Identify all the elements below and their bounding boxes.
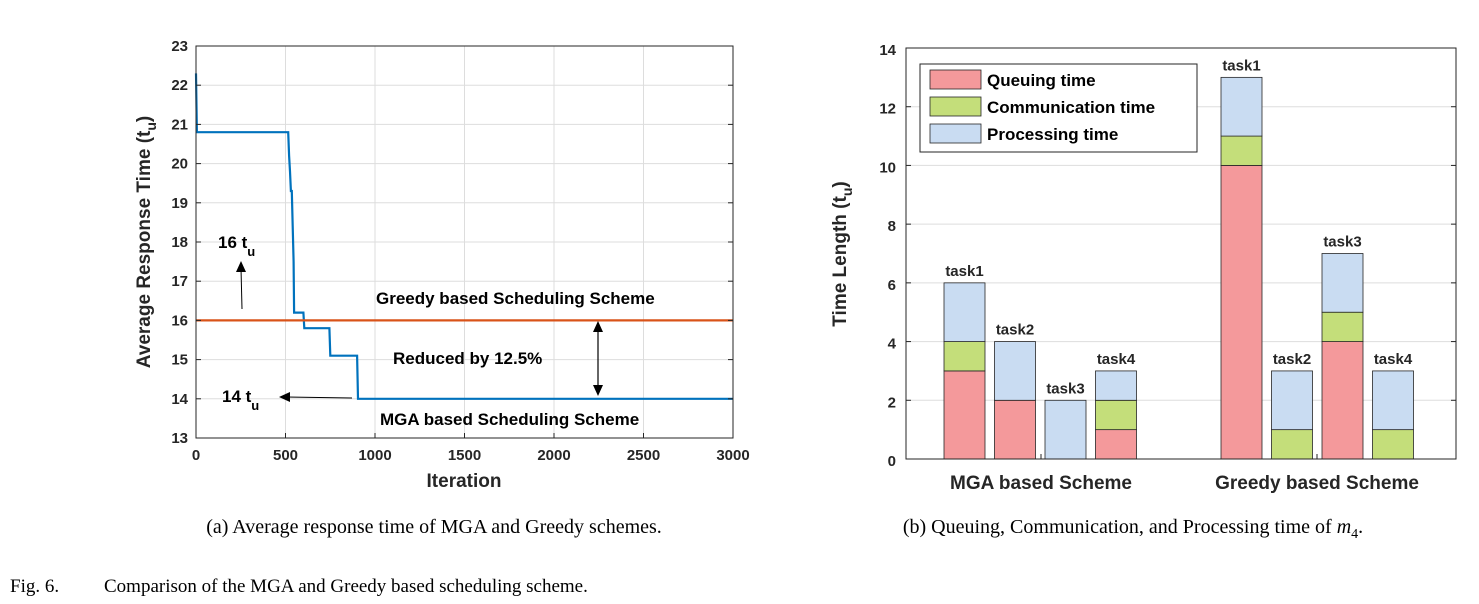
a-x-tick-label: 1500 — [448, 447, 481, 464]
chart-b: task1 task2 task3 task4 task1 task2 task3 task4… — [830, 42, 1457, 542]
b-bar-queuing-segment — [943, 370, 986, 460]
b-bar-communication-segment — [1321, 311, 1364, 342]
a-reduction-arrow-up — [593, 321, 603, 332]
legend-swatch-communication — [929, 96, 982, 117]
a-y-tick-label: 21 — [171, 116, 188, 133]
b-y-axis-label: Time Length (tu) — [830, 181, 855, 326]
b-bar-label: task2 — [996, 322, 1034, 339]
b-y-tick-label: 10 — [879, 159, 896, 176]
b-y-tick-label: 6 — [888, 277, 896, 294]
figure-caption-text: Comparison of the MGA and Greedy based s… — [104, 576, 588, 597]
b-legend: Queuing time Communication time Processi… — [919, 63, 1198, 153]
b-group-label-greedy: Greedy based Scheme — [1215, 473, 1419, 494]
a-reduction-label: Reduced by 12.5% — [393, 349, 542, 368]
b-bar-processing-segment — [1095, 370, 1137, 401]
b-bar-label: task4 — [1097, 351, 1136, 368]
a-lines — [194, 73, 733, 400]
a-y-tick-label: 19 — [171, 195, 188, 212]
b-y-tick-label: 4 — [888, 336, 897, 353]
b-bar-processing-segment — [994, 341, 1036, 401]
legend-swatch-processing — [929, 123, 982, 144]
b-group-label-mga: MGA based Scheme — [950, 473, 1132, 494]
b-bar-queuing-segment — [1220, 165, 1263, 460]
a-x-axis-label: Iteration — [427, 471, 502, 492]
b-bar-communication-segment — [1372, 429, 1414, 460]
b-bar-label: task1 — [1222, 57, 1260, 74]
a-mga-level-label: 14 tu — [222, 387, 259, 413]
a-y-axis-label: Average Response Time (tu) — [134, 116, 159, 368]
a-greedy-arrow-head — [236, 261, 246, 272]
b-y-tick-label: 12 — [879, 101, 896, 118]
legend-label-communication: Communication time — [987, 98, 1155, 117]
b-bar-processing-segment — [1321, 253, 1364, 313]
a-series-line-mga — [194, 73, 733, 400]
b-bar-communication-segment — [1271, 429, 1313, 460]
a-grid — [195, 45, 734, 439]
a-x-tick-label: 2000 — [537, 447, 570, 464]
a-y-tick-label: 22 — [171, 77, 188, 94]
b-bar-label: task3 — [1323, 234, 1361, 251]
b-bar-label: task2 — [1273, 351, 1311, 368]
b-bar-queuing-segment — [1321, 341, 1364, 460]
legend-label-processing: Processing time — [987, 125, 1118, 144]
b-bar-label: task3 — [1046, 380, 1084, 397]
a-mga-label: MGA based Scheduling Scheme — [380, 410, 639, 429]
b-bar-processing-segment — [1271, 370, 1313, 431]
a-y-tick-label: 15 — [171, 352, 188, 369]
a-mga-arrow-line — [285, 396, 353, 399]
b-bar-communication-segment — [1220, 135, 1263, 166]
a-x-tick-label: 500 — [273, 447, 298, 464]
a-y-tick-label: 17 — [171, 273, 188, 290]
a-caption: (a) Average response time of MGA and Gre… — [206, 516, 662, 538]
b-bar-label: task1 — [945, 263, 983, 280]
a-reduction-arrow-down — [593, 385, 603, 396]
a-y-tick-label: 13 — [171, 430, 188, 447]
figure-label: Fig. 6. — [10, 576, 59, 597]
b-bar-queuing-segment — [1095, 429, 1137, 460]
b-ticks: 0 2 4 6 8 10 12 14 — [879, 42, 1456, 470]
b-bar-label: task4 — [1374, 351, 1413, 368]
b-bar-queuing-segment — [994, 399, 1036, 460]
b-y-tick-label: 14 — [879, 42, 896, 59]
a-mga-arrow-head — [279, 392, 290, 402]
b-bar-processing-segment — [1044, 399, 1087, 460]
b-y-tick-label: 2 — [888, 394, 896, 411]
b-y-tick-label: 0 — [888, 453, 896, 470]
chart-a: 0 500 1000 1500 2000 2500 3000 13 14 15 16 17 18 19 20… — [134, 38, 750, 538]
a-greedy-arrow-line — [240, 267, 243, 310]
a-x-tick-label: 2500 — [627, 447, 660, 464]
a-ticks: 0 500 1000 1500 2000 2500 3000 13 14 15 16 17 18 19 20… — [171, 38, 749, 464]
a-y-tick-label: 20 — [171, 156, 188, 173]
b-caption: (b) Queuing, Communication, and Processi… — [903, 516, 1363, 542]
a-y-tick-label: 18 — [171, 234, 188, 251]
legend-swatch-queuing — [929, 69, 982, 90]
a-y-tick-label: 16 — [171, 312, 188, 329]
b-bar-communication-segment — [943, 341, 986, 372]
b-plot-frame — [905, 47, 1457, 460]
b-bar-communication-segment — [1095, 399, 1137, 431]
a-y-tick-label: 23 — [171, 38, 188, 55]
a-x-tick-label: 0 — [192, 447, 200, 464]
a-y-tick-label: 14 — [171, 391, 188, 408]
a-greedy-label: Greedy based Scheduling Scheme — [376, 289, 655, 308]
legend-label-queuing: Queuing time — [987, 71, 1096, 90]
a-greedy-level-label: 16 tu — [218, 233, 255, 259]
b-bar-processing-segment — [1220, 76, 1263, 137]
b-bar-processing-segment — [1372, 370, 1414, 431]
b-bar-processing-segment — [943, 282, 986, 342]
a-x-tick-label: 3000 — [716, 447, 749, 464]
a-x-tick-label: 1000 — [358, 447, 391, 464]
b-y-tick-label: 8 — [888, 218, 896, 235]
